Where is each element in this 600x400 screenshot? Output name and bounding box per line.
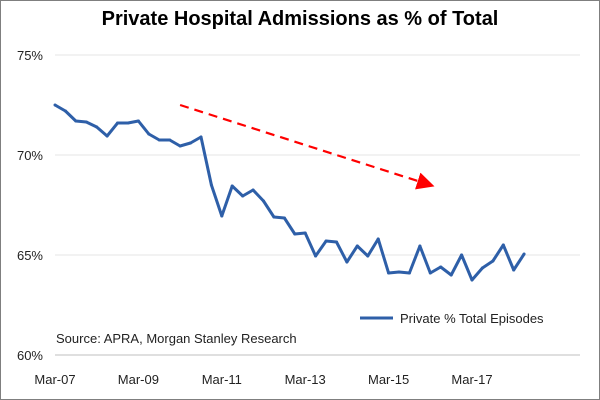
data-point [136,119,140,123]
data-point [522,252,526,256]
data-point [428,271,432,275]
data-point [230,184,234,188]
data-point [241,194,245,198]
legend-label: Private % Total Episodes [400,311,544,326]
data-point [262,199,265,203]
data-point [366,254,370,258]
data-point [63,109,67,113]
data-point [345,260,349,264]
series-line [54,103,526,282]
data-point [491,259,495,263]
data-point [355,244,359,248]
x-tick-label: Mar-15 [368,372,409,387]
data-point [105,134,109,138]
x-tick-label: Mar-13 [285,372,326,387]
trend-arrow [179,103,435,190]
x-tick-label: Mar-17 [451,372,492,387]
data-point [480,266,484,270]
chart-title: Private Hospital Admissions as % of Tota… [101,8,499,30]
data-point [116,121,120,125]
data-point [74,119,78,123]
data-point [460,253,464,257]
data-point [178,144,182,148]
y-tick-label: 75% [17,48,43,63]
data-point [209,183,213,187]
x-tick-label: Mar-09 [118,372,159,387]
data-point [470,278,474,282]
data-point [335,240,338,244]
source-note: Source: APRA, Morgan Stanley Research [56,331,297,346]
data-point [314,254,318,258]
data-point [272,215,276,219]
data-point [126,121,130,125]
y-tick-label: 70% [17,148,43,163]
x-tick-label: Mar-07 [34,372,75,387]
data-point [189,141,192,145]
data-point [199,135,203,139]
y-tick-label: 65% [17,248,43,263]
y-tick-label: 60% [17,348,43,363]
data-point [157,138,161,142]
trend-annotation [179,103,435,190]
data-point [324,239,328,243]
data-point [293,232,297,236]
data-point [220,214,224,218]
data-point [449,273,453,277]
data-point [251,188,255,192]
data-point [147,132,151,136]
data-point [407,271,411,275]
y-axis-ticks: 60% 65% 70% 75% [17,48,43,363]
data-point [168,138,172,142]
data-point [282,216,286,220]
legend: Private % Total Episodes [360,311,544,326]
x-axis-ticks: Mar-07 Mar-09 Mar-11 Mar-13 Mar-15 Mar-17 [34,372,492,387]
x-tick-label: Mar-11 [202,372,242,387]
gridlines [55,54,580,356]
data-point [512,268,516,272]
data-point [397,270,401,274]
data-point [95,125,99,129]
data-point [418,244,422,248]
data-point [303,231,307,235]
data-point [84,120,88,124]
data-point [387,271,391,275]
data-point [439,265,443,269]
data-point [53,103,57,107]
data-point [376,237,380,241]
series-group [53,103,526,282]
data-point [501,243,505,247]
